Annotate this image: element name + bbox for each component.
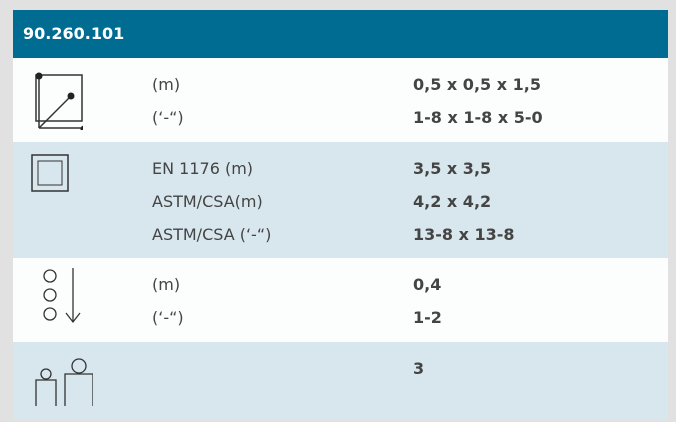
standard-label: EN 1176 (m) [152,159,254,178]
product-spec-card: 90.260.101 (m) (‘-“) 0,5 x 0,5 x 1,5 1-8 x… [13,10,668,420]
users-icon [35,358,93,406]
unit-label: (m) [152,275,181,294]
value: 0,5 x 0,5 x 1,5 [413,75,541,94]
square-area-icon [31,154,69,192]
fall-height-row: (m) (‘-“) 0,4 1-2 [13,258,668,342]
value: 13-8 x 13-8 [413,225,515,244]
value: 1-2 [413,308,442,327]
standard-label: ASTM/CSA(m) [152,192,263,211]
dimensions-cube-icon [35,72,83,130]
unit-label: (‘-“) [152,108,184,127]
value: 0,4 [413,275,442,294]
value: 4,2 x 4,2 [413,192,492,211]
standard-label: ASTM/CSA (‘-“) [152,225,272,244]
unit-label: (m) [152,75,181,94]
area-row: EN 1176 (m) ASTM/CSA(m) ASTM/CSA (‘-“) 3,5… [13,142,668,258]
product-number: 90.260.101 [13,10,668,58]
value: 3,5 x 3,5 [413,159,492,178]
value: 1-8 x 1-8 x 5-0 [413,108,543,127]
users-row: 3 [13,342,668,420]
user-count: 3 [413,359,425,378]
dimensions-row: (m) (‘-“) 0,5 x 0,5 x 1,5 1-8 x 1-8 x 5-0 [13,58,668,142]
unit-label: (‘-“) [152,308,184,327]
fall-height-icon [43,268,81,324]
